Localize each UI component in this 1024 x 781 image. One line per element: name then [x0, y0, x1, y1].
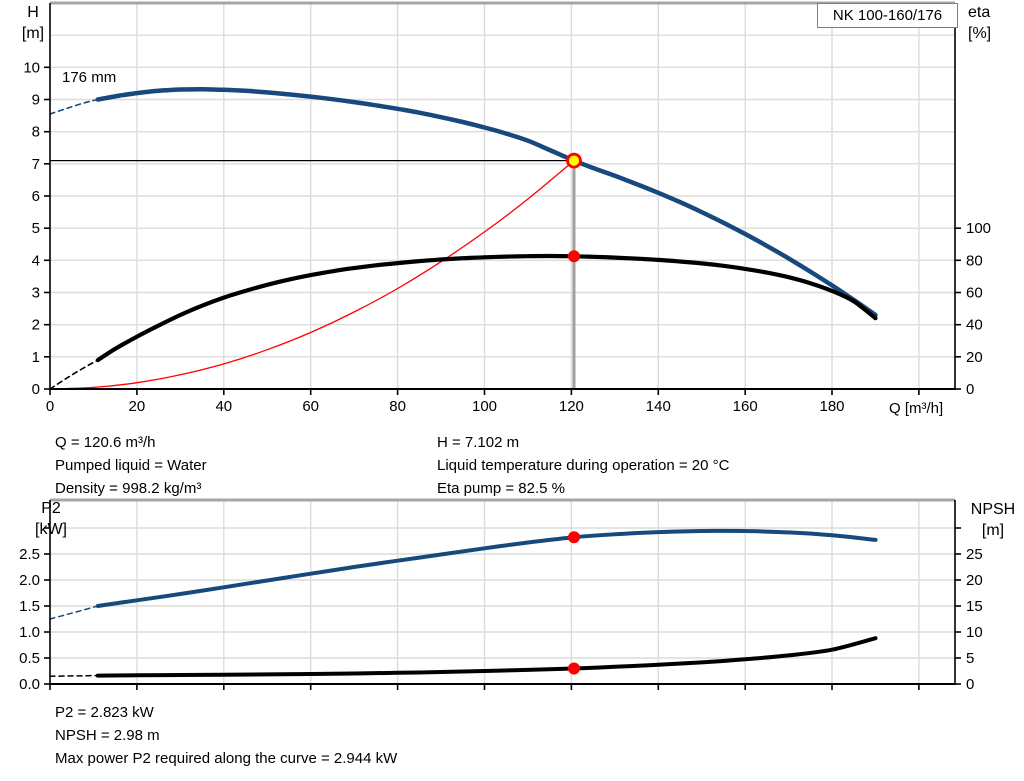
y2-tick-label: 25 — [966, 546, 983, 563]
y-tick-label: 1 — [32, 349, 40, 366]
y2-tick-label: 0 — [966, 676, 974, 693]
x-tick-label: 140 — [646, 398, 671, 415]
x-tick-label: 20 — [129, 398, 146, 415]
annotation-head: H = 7.102 m — [437, 434, 520, 451]
eta-axis-title-line1: eta — [968, 4, 991, 21]
npsh-axis-title: NPSH [m] — [963, 499, 1023, 541]
eta-curve — [95, 253, 878, 363]
y2-tick-label: 5 — [966, 650, 974, 667]
p2-duty-marker[interactable] — [568, 531, 580, 544]
y2-tick-label: 0 — [966, 381, 974, 398]
p2-axis-title: P2 [kW] — [26, 498, 76, 540]
y2-tick-label: 20 — [966, 349, 983, 366]
x-tick-label: 0 — [46, 398, 54, 415]
y-tick-label: 4 — [32, 252, 40, 269]
eta-duty-marker[interactable] — [568, 250, 580, 263]
y-tick-label: 1.5 — [19, 598, 40, 615]
npsh-curve-extrapolated — [49, 674, 99, 677]
power-annotation: P2 = 2.823 kW NPSH = 2.98 m Max power P2… — [55, 701, 397, 770]
y-tick-label: 0 — [32, 381, 40, 398]
y-tick-label: 8 — [32, 124, 40, 141]
h-axis-title-line2: [m] — [21, 25, 45, 42]
x-tick-label: 160 — [733, 398, 758, 415]
y2-tick-label: 60 — [966, 285, 983, 302]
h-axis-title: H [m] — [18, 2, 48, 44]
y-tick-label: 5 — [32, 220, 40, 237]
system-curve — [49, 159, 575, 390]
y2-tick-label: 40 — [966, 317, 983, 334]
npsh-axis-title-line2: [m] — [981, 522, 1005, 539]
eta-curve-extrapolated — [49, 359, 99, 390]
y2-tick-label: 10 — [966, 624, 983, 641]
y-tick-label: 2.0 — [19, 572, 40, 589]
y-tick-label: 2 — [32, 317, 40, 334]
impeller-diameter-label: 176 mm — [62, 69, 117, 86]
y-tick-label: 0.0 — [19, 676, 40, 693]
x-tick-label: 60 — [302, 398, 319, 415]
duty-point-marker[interactable] — [566, 152, 582, 169]
pump-model-box: NK 100-160/176 — [817, 3, 958, 28]
head-curve — [95, 86, 878, 318]
y-tick-label: 9 — [32, 92, 40, 109]
p2-curve — [95, 528, 878, 608]
y2-tick-label: 20 — [966, 572, 983, 589]
p2-axis-title-line2: [kW] — [35, 521, 67, 538]
x-tick-label: 80 — [389, 398, 406, 415]
y-tick-label: 1.0 — [19, 624, 40, 641]
y2-tick-label: 80 — [966, 252, 983, 269]
y-tick-label: 0.5 — [19, 650, 40, 667]
annotation-npsh: NPSH = 2.98 m — [55, 727, 160, 744]
y-tick-label: 7 — [32, 156, 40, 173]
y-tick-label: 3 — [32, 285, 40, 302]
annotation-eta-pump: Eta pump = 82.5 % — [437, 480, 565, 497]
annotation-liquid-temperature: Liquid temperature during operation = 20… — [437, 457, 730, 474]
annotation-density: Density = 998.2 kg/m³ — [55, 480, 202, 497]
annotation-pumped-liquid: Pumped liquid = Water — [55, 457, 207, 474]
annotation-max-power: Max power P2 required along the curve = … — [55, 750, 398, 767]
annotation-flow: Q = 120.6 m³/h — [55, 434, 156, 451]
x-tick-label: 100 — [472, 398, 497, 415]
eta-axis-title-line2: [%] — [968, 25, 992, 42]
head-curve-extrapolated — [49, 98, 99, 115]
y-tick-label: 6 — [32, 188, 40, 205]
x-tick-label: 120 — [559, 398, 584, 415]
y2-tick-label: 15 — [966, 598, 983, 615]
npsh-axis-title-line1: NPSH — [970, 501, 1016, 518]
p2-curve-extrapolated — [49, 605, 99, 620]
y-tick-label: 10 — [23, 59, 40, 76]
y-tick-label: 2.5 — [19, 546, 40, 563]
y2-tick-label: 100 — [966, 220, 991, 237]
h-axis-title-line1: H — [27, 4, 39, 21]
npsh-curve — [95, 636, 878, 678]
q-axis-title: Q [m³/h] — [889, 400, 944, 417]
x-tick-label: 40 — [215, 398, 232, 415]
eta-axis-title: eta [%] — [968, 2, 1002, 44]
x-tick-label: 180 — [819, 398, 844, 415]
duty-annotation-left: Q = 120.6 m³/h Pumped liquid = Water Den… — [55, 431, 207, 500]
p2-axis-title-line1: P2 — [41, 500, 61, 517]
duty-annotation-right: H = 7.102 m Liquid temperature during op… — [437, 431, 729, 500]
npsh-duty-marker[interactable] — [568, 662, 580, 675]
annotation-p2: P2 = 2.823 kW — [55, 704, 154, 721]
